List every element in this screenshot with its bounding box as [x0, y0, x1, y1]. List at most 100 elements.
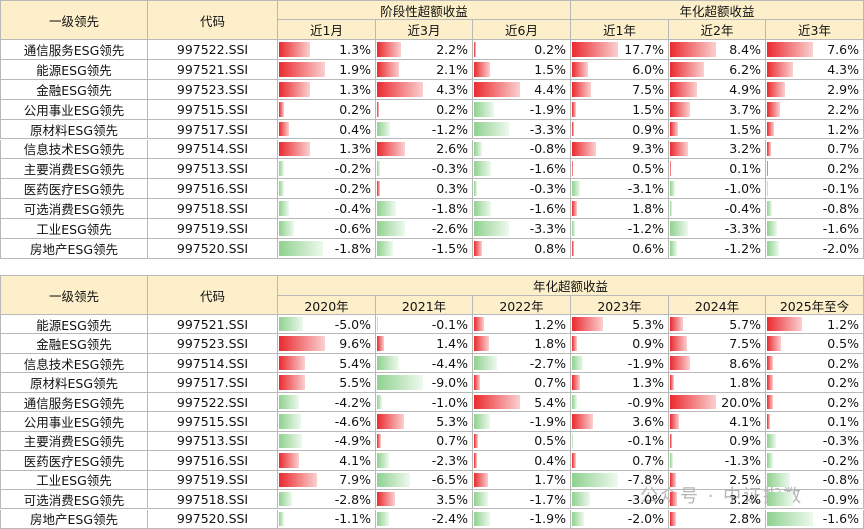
- cell-text: 5.5%: [339, 375, 371, 391]
- row-label: 房地产ESG领先: [0, 509, 148, 529]
- value-cell: -7.8%: [571, 470, 669, 491]
- value-cell: -1.9%: [473, 412, 571, 432]
- value-cell: 2.8%: [669, 509, 766, 529]
- value-cell: -0.9%: [571, 392, 669, 413]
- data-bar: [670, 121, 679, 137]
- cell-text: -0.9%: [822, 491, 859, 507]
- row-label: 可选消费ESG领先: [0, 199, 148, 220]
- data-bar: [767, 61, 794, 77]
- data-bar: [767, 101, 781, 117]
- value-cell: 1.2%: [473, 315, 571, 335]
- value-cell: 4.9%: [669, 79, 766, 100]
- data-bar: [767, 121, 775, 137]
- cell-text: 1.5%: [729, 121, 761, 137]
- cell-text: -2.7%: [529, 355, 566, 371]
- data-bar: [474, 81, 520, 97]
- code-cell: 997514.SSI: [148, 353, 278, 374]
- data-bar: [572, 394, 578, 410]
- value-cell: 1.7%: [473, 470, 571, 491]
- data-bar: [767, 414, 770, 429]
- value-cell: 1.3%: [278, 139, 376, 160]
- data-bar: [377, 241, 394, 256]
- data-bar: [279, 201, 289, 217]
- column-header: 2021年: [376, 296, 473, 315]
- cell-text: 1.8%: [729, 375, 761, 391]
- data-bar: [474, 241, 483, 256]
- code-cell: 997519.SSI: [148, 470, 278, 491]
- cell-text: 2.2%: [827, 101, 859, 117]
- value-cell: 5.7%: [669, 315, 766, 335]
- cell-text: -2.8%: [334, 491, 371, 507]
- cell-text: 可选消费ESG领先: [23, 492, 125, 508]
- value-cell: -0.3%: [376, 159, 473, 180]
- cell-text: 1.8%: [632, 201, 664, 217]
- value-cell: -1.7%: [473, 490, 571, 510]
- row-label: 原材料ESG领先: [0, 119, 148, 140]
- data-bar: [767, 375, 773, 390]
- value-cell: -3.3%: [473, 119, 571, 140]
- cell-text: 5.4%: [534, 394, 566, 410]
- data-bar: [474, 511, 491, 526]
- value-cell: 8.4%: [669, 40, 766, 60]
- value-cell: -9.0%: [376, 373, 473, 393]
- data-bar: [279, 61, 325, 77]
- cell-text: 1.5%: [534, 61, 566, 77]
- data-bar: [474, 317, 485, 332]
- value-cell: 2.1%: [376, 59, 473, 80]
- data-bar: [670, 61, 704, 77]
- value-cell: 0.7%: [571, 451, 669, 471]
- data-bar: [572, 472, 618, 488]
- code-cell: 997520.SSI: [148, 509, 278, 529]
- cell-text: 4.1%: [339, 452, 371, 468]
- header-cell: 一级领先: [0, 0, 148, 40]
- cell-text: 近3年: [798, 23, 831, 38]
- cell-text: 1.3%: [339, 141, 371, 157]
- data-bar: [377, 336, 385, 351]
- value-cell: -2.0%: [766, 239, 864, 259]
- cell-text: 997521.SSI: [176, 316, 249, 332]
- cell-text: -0.8%: [529, 141, 566, 157]
- value-cell: 0.5%: [766, 334, 864, 354]
- cell-text: -1.1%: [334, 511, 371, 527]
- cell-text: 997518.SSI: [176, 491, 249, 507]
- cell-text: 7.5%: [632, 81, 664, 97]
- cell-text: 近3月: [407, 23, 441, 38]
- cell-text: 0.3%: [436, 181, 468, 197]
- cell-text: 原材料ESG领先: [29, 376, 119, 392]
- column-header: 近1月: [278, 20, 376, 40]
- cell-text: -1.5%: [431, 240, 468, 256]
- value-cell: 8.6%: [669, 353, 766, 374]
- cell-text: 997513.SSI: [176, 161, 249, 177]
- code-cell: 997519.SSI: [148, 219, 278, 239]
- data-bar: [377, 101, 380, 117]
- cell-text: 主要消费ESG领先: [23, 162, 125, 178]
- cell-text: 17.7%: [624, 41, 664, 57]
- cell-text: -1.0%: [724, 181, 761, 197]
- cell-text: 5.7%: [729, 316, 761, 332]
- cell-text: 997517.SSI: [176, 375, 249, 391]
- cell-text: -0.3%: [822, 433, 859, 449]
- value-cell: 0.1%: [766, 412, 864, 432]
- value-cell: -1.0%: [669, 179, 766, 200]
- cell-text: -6.5%: [431, 472, 468, 488]
- code-cell: 997515.SSI: [148, 99, 278, 120]
- group-header: 阶段性超额收益: [278, 0, 571, 20]
- cell-text: 0.2%: [827, 161, 859, 177]
- data-bar: [767, 492, 793, 507]
- data-bar: [377, 201, 397, 217]
- value-cell: -1.2%: [669, 239, 766, 259]
- data-bar: [474, 181, 478, 197]
- cell-text: 0.4%: [339, 121, 371, 137]
- value-cell: -1.8%: [278, 239, 376, 259]
- data-bar: [670, 201, 673, 217]
- value-cell: 1.3%: [278, 40, 376, 60]
- data-bar: [279, 42, 311, 57]
- value-cell: -1.6%: [766, 219, 864, 239]
- data-bar: [670, 433, 673, 449]
- cell-text: 7.5%: [729, 336, 761, 352]
- value-cell: -0.6%: [278, 219, 376, 239]
- data-bar: [670, 42, 716, 57]
- data-bar: [474, 101, 494, 117]
- column-header: 2020年: [278, 296, 376, 315]
- value-cell: -0.4%: [669, 199, 766, 220]
